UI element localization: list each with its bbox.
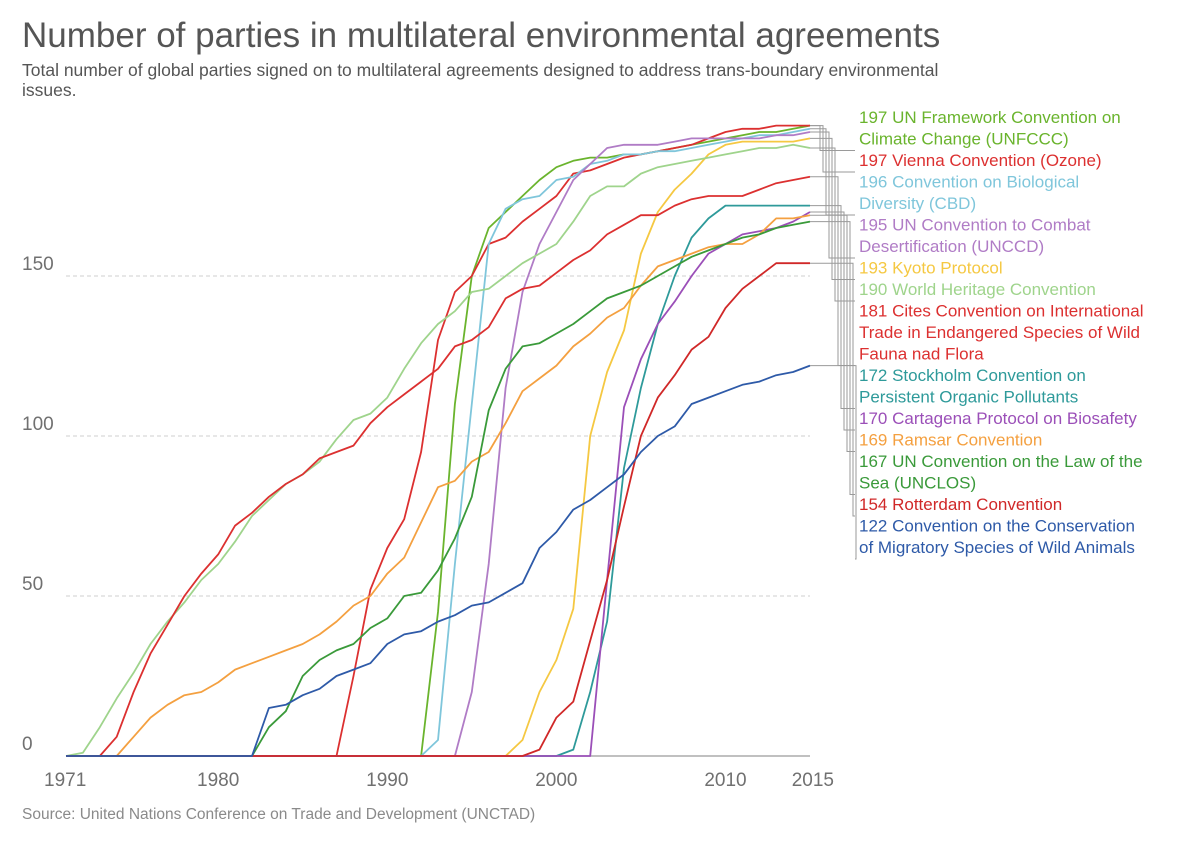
legend-label-line: 195 UN Convention to Combat: [859, 216, 1091, 235]
gridlines: [66, 275, 810, 597]
legend-label-line: Trade in Endangered Species of Wild: [859, 323, 1140, 342]
x-tick-label: 2015: [792, 770, 834, 791]
legend-entry-0: 197 UN Framework Convention on Climate Ch…: [859, 108, 1121, 149]
leader-line-9: [810, 214, 855, 452]
legend-label-line: 197 UN Framework Convention on: [859, 108, 1121, 127]
legend-entry-7: 172 Stockholm Convention on Persistent Or…: [859, 366, 1086, 407]
legend-label-line: Desertification (UNCCD): [859, 237, 1044, 256]
series-line-6: [66, 175, 811, 757]
series-line-5: [65, 143, 811, 757]
y-tick-label: 150: [22, 254, 54, 275]
legend-entry-9: 169 Ramsar Convention: [859, 431, 1042, 450]
y-tick-label: 0: [22, 734, 33, 755]
leader-line-3: [810, 131, 855, 259]
legend-label-line: Climate Change (UNFCCC): [859, 130, 1069, 149]
legend-entry-10: 167 UN Convention on the Law of the Sea (…: [859, 452, 1143, 493]
legend-label-line: 169 Ramsar Convention: [859, 431, 1042, 450]
legend: 197 UN Framework Convention on Climate Ch…: [859, 108, 1143, 557]
legend-leader-lines: [810, 125, 857, 560]
x-tick-label: 2000: [535, 770, 577, 791]
chart-title: Number of parties in multilateral enviro…: [22, 16, 941, 55]
x-tick-label: 1971: [44, 770, 86, 791]
series-line-4: [66, 137, 811, 757]
legend-label-line: Fauna nad Flora: [859, 345, 984, 364]
x-tick-label: 1990: [366, 770, 408, 791]
series-line-9: [66, 214, 811, 757]
legend-entry-11: 154 Rotterdam Convention: [859, 495, 1062, 514]
x-tick-label: 2010: [704, 770, 746, 791]
leader-line-1: [810, 125, 855, 173]
legend-label-line: 197 Vienna Convention (Ozone): [859, 151, 1102, 170]
legend-label-line: 196 Convention on Biological: [859, 173, 1079, 192]
chart-subtitle: Total number of global parties signed on…: [22, 60, 939, 100]
series-line-7: [66, 204, 810, 757]
legend-label-line: 170 Cartagena Protocol on Biosafety: [859, 409, 1137, 428]
legend-label-line: Diversity (CBD): [859, 194, 976, 213]
series-line-0: [66, 124, 811, 757]
legend-entry-6: 181 Cites Convention on International Tra…: [859, 302, 1143, 364]
source-note: Source: United Nations Conference on Tra…: [22, 806, 536, 823]
legend-label-line: 181 Cites Convention on International: [859, 302, 1143, 321]
legend-label-line: of Migratory Species of Wild Animals: [859, 538, 1135, 557]
series-line-1: [66, 124, 810, 757]
legend-entry-5: 190 World Heritage Convention: [859, 280, 1096, 299]
series-line-12: [66, 364, 811, 757]
legend-label-line: 167 UN Convention on the Law of the: [859, 452, 1143, 471]
legend-entry-2: 196 Convention on Biological Diversity (C…: [859, 173, 1079, 214]
legend-label-line: Persistent Organic Pollutants: [859, 388, 1078, 407]
legend-entry-12: 122 Convention on the Conservation of Mig…: [859, 517, 1135, 558]
leader-line-12: [810, 365, 857, 560]
leader-line-7: [810, 205, 855, 409]
leader-line-5: [810, 147, 855, 302]
legend-label-line: 154 Rotterdam Convention: [859, 495, 1062, 514]
legend-label-line: 172 Stockholm Convention on: [859, 366, 1086, 385]
y-tick-label: 100: [22, 414, 54, 435]
legend-label-line: 122 Convention on the Conservation: [859, 517, 1135, 536]
series-line-8: [66, 211, 811, 757]
legend-label-line: 190 World Heritage Convention: [859, 280, 1096, 299]
legend-entry-1: 197 Vienna Convention (Ozone): [859, 151, 1102, 170]
legend-entry-3: 195 UN Convention to Combat Desertificati…: [859, 216, 1091, 257]
series-line-10: [66, 220, 811, 757]
series-lines: [65, 124, 811, 757]
series-line-2: [66, 127, 811, 757]
leader-line-11: [810, 262, 855, 517]
series-line-11: [66, 262, 810, 757]
series-line-3: [66, 131, 811, 757]
legend-label-line: 193 Kyoto Protocol: [859, 259, 1003, 278]
legend-label-line: Sea (UNCLOS): [859, 474, 976, 493]
y-tick-label: 50: [22, 574, 43, 595]
legend-entry-8: 170 Cartagena Protocol on Biosafety: [859, 409, 1137, 428]
legend-entry-4: 193 Kyoto Protocol: [859, 259, 1003, 278]
x-tick-label: 1980: [197, 770, 239, 791]
